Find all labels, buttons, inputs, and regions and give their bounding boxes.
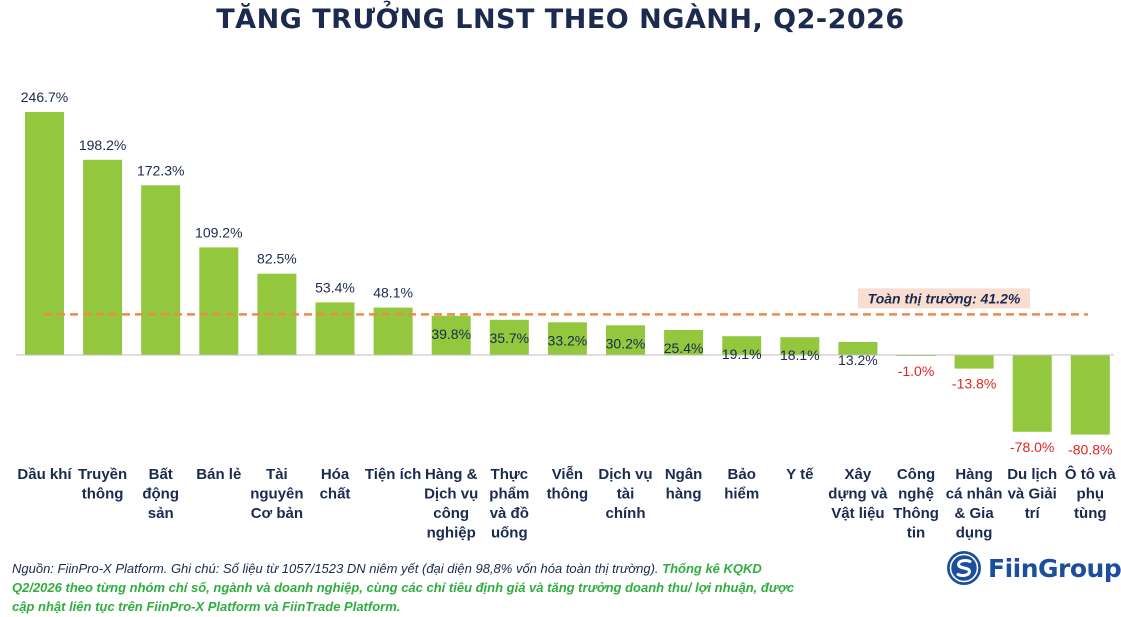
data-label: 109.2%: [195, 224, 242, 240]
bar: [141, 185, 181, 355]
category-label: Y tế: [786, 466, 814, 483]
data-label: 35.7%: [489, 330, 529, 346]
data-label: 198.2%: [79, 137, 126, 153]
data-label: 172.3%: [137, 162, 184, 178]
bar: [1012, 355, 1052, 432]
data-label: 30.2%: [606, 335, 646, 351]
bar: [489, 319, 529, 355]
bar: [722, 336, 762, 355]
bar: [373, 307, 413, 355]
bar: [199, 247, 239, 355]
category-label: Bán lẻ: [196, 466, 241, 483]
category-label: Dịch vụ tài chính: [598, 466, 652, 522]
data-label: -80.8%: [1068, 442, 1112, 458]
category-label: Du lịch và Giải trí: [1007, 466, 1057, 522]
bar: [257, 273, 297, 355]
category-label: Dầu khí: [17, 466, 72, 483]
bar: [780, 337, 820, 355]
data-label: 246.7%: [21, 89, 68, 105]
category-label: Bất động sản: [142, 466, 179, 522]
category-label: Tài nguyên Cơ bản: [250, 466, 303, 522]
bar: [1070, 355, 1110, 435]
data-label: 13.2%: [838, 352, 878, 368]
bar: [547, 322, 587, 355]
category-label: Công nghệ Thông tin: [893, 466, 939, 542]
category-label: Viễn thông: [547, 466, 589, 503]
bar: [431, 315, 471, 355]
reference-label: Toàn thị trường: 41.2%: [868, 290, 1021, 306]
footnote: Nguồn: FiinPro-X Platform. Ghi chú: Số l…: [12, 559, 802, 616]
data-label: 39.8%: [431, 326, 471, 342]
bar: [664, 330, 704, 355]
bar: [954, 355, 994, 369]
data-label: -78.0%: [1010, 439, 1054, 455]
category-label: Truyền thông: [78, 466, 127, 503]
bar: [25, 112, 64, 355]
data-label: 25.4%: [664, 340, 704, 356]
data-label: 48.1%: [373, 285, 413, 301]
data-label: 33.2%: [548, 332, 588, 348]
category-label: Hàng & Dịch vụ công nghiệp: [424, 466, 478, 542]
category-label: Thực phẩm và đồ uống: [489, 466, 529, 542]
category-label: Tiện ích: [365, 466, 421, 483]
bar-chart: Toàn thị trường: 41.2% 246.7% 198.2% 172.3%…: [16, 89, 1117, 542]
logo-text: FiinGroup: [988, 553, 1121, 583]
data-label: 53.4%: [315, 279, 355, 295]
data-label: -13.8%: [952, 376, 996, 392]
category-label: Hàng cá nhân & Gia dụng: [946, 466, 1003, 542]
bar: [315, 302, 355, 355]
data-label: -1.0%: [898, 363, 935, 379]
footnote-highlight: Thống kê KQKD Q2/2026 theo từng nhóm chỉ…: [12, 561, 795, 614]
category-label: Ô tô và phụ tùng: [1065, 465, 1117, 522]
bar: [838, 342, 878, 355]
data-label: 18.1%: [780, 347, 820, 363]
data-label: 19.1%: [722, 346, 762, 362]
brand-logo: FiinGroup: [946, 548, 1121, 588]
category-label: Xây dựng và Vật liệu: [828, 466, 888, 522]
footnote-source: Nguồn: FiinPro-X Platform. Ghi chú: Số l…: [12, 561, 659, 576]
bar: [83, 159, 123, 355]
reference-label-background: [858, 288, 1030, 309]
chart-title: TĂNG TRƯỞNG LNST THEO NGÀNH, Q2-2026: [216, 4, 905, 35]
category-label: Bảo hiểm: [724, 466, 759, 503]
bar: [606, 325, 645, 355]
data-label: 82.5%: [257, 251, 297, 267]
fiingroup-logo-icon: [947, 551, 981, 585]
category-label: Ngân hàng: [665, 466, 703, 503]
category-label: Hóa chất: [320, 466, 351, 503]
